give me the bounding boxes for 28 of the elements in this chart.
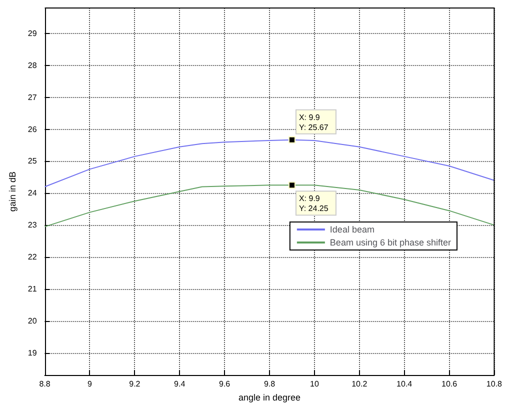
- y-tick-label: 23: [28, 220, 38, 230]
- annotation: X: 9.9 Y: 25.67: [298, 112, 329, 132]
- x-tick-label: 10.8: [486, 380, 503, 389]
- y-tick-label: 28: [28, 60, 38, 70]
- x-tick-label: 10: [310, 380, 320, 389]
- y-axis-title: gain in dB: [8, 172, 18, 212]
- y-tick-label: 24: [28, 188, 38, 198]
- y-tick-label: 26: [28, 124, 38, 134]
- x-tick-label: 9.4: [174, 380, 186, 389]
- legend-label: Beam using 6 bit phase shifter: [330, 238, 452, 248]
- y-tick-label: 20: [28, 316, 38, 326]
- y-tick-label: 21: [28, 284, 38, 294]
- x-tick-label: 9.6: [219, 380, 231, 389]
- x-tick-label: 9: [88, 380, 93, 389]
- y-tick-label: 25: [28, 156, 38, 166]
- y-tick-label: 19: [28, 348, 38, 358]
- x-axis-title: angle in degree: [238, 392, 301, 402]
- y-tick-label: 22: [28, 252, 38, 262]
- annotation: X: 9.9 Y: 24.25: [298, 194, 329, 214]
- legend-label: Ideal beam: [330, 224, 374, 234]
- x-tick-label: 10.4: [396, 380, 413, 389]
- x-tick-label: 10.6: [441, 380, 458, 389]
- x-tick-label: 9.2: [129, 380, 141, 389]
- y-tick-label: 29: [28, 29, 38, 38]
- x-tick-label: 10.2: [352, 380, 368, 389]
- x-tick-label: 9.8: [264, 380, 276, 389]
- x-tick-label: 8.8: [39, 380, 51, 389]
- y-tick-label: 27: [28, 92, 38, 102]
